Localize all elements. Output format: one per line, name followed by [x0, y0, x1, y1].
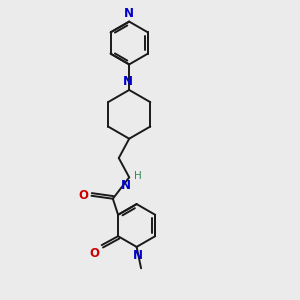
Text: O: O: [89, 248, 99, 260]
Text: N: N: [133, 249, 143, 262]
Text: N: N: [123, 75, 133, 88]
Text: N: N: [124, 7, 134, 20]
Text: O: O: [78, 189, 88, 202]
Text: N: N: [121, 179, 131, 192]
Text: H: H: [134, 171, 141, 181]
